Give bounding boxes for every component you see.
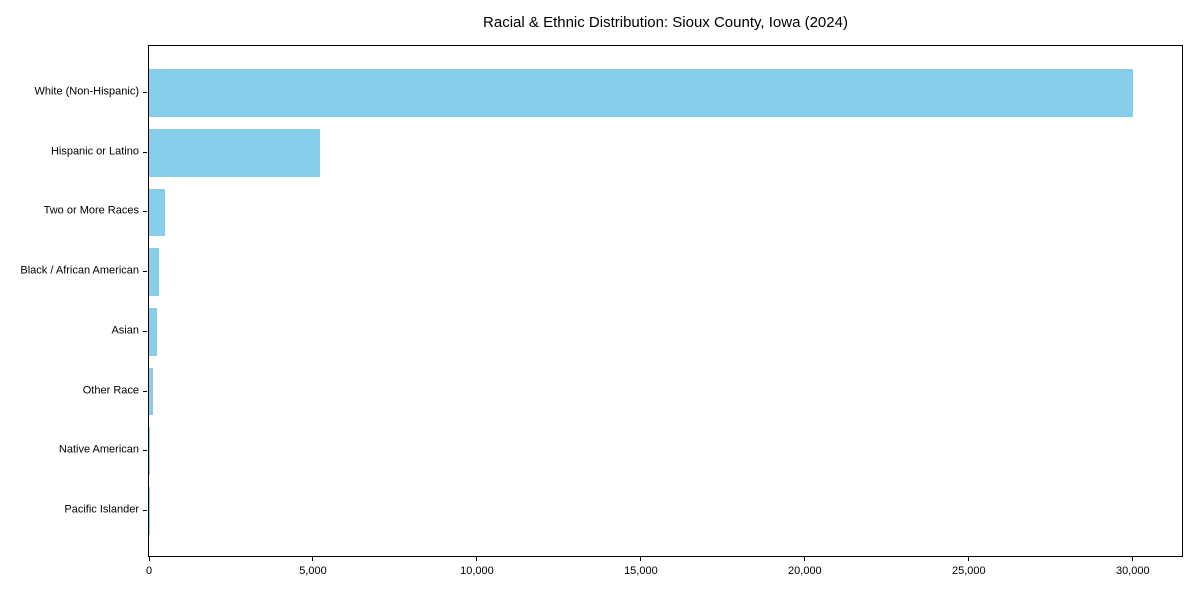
y-tick-mark	[143, 151, 147, 153]
y-tick-label: Native American	[58, 443, 139, 456]
x-tick-mark	[640, 557, 642, 561]
x-tick-mark	[1132, 557, 1134, 561]
x-tick-label: 15,000	[624, 565, 658, 577]
bar	[149, 367, 153, 416]
y-tick-mark	[143, 390, 147, 392]
y-tick-label: Other Race	[82, 384, 139, 396]
y-tick-label: Asian	[111, 324, 139, 337]
bar	[149, 69, 1133, 117]
bar	[149, 427, 151, 476]
x-tick-label: 5,000	[299, 565, 327, 577]
bar	[149, 307, 157, 356]
x-tick-label: 25,000	[952, 565, 986, 577]
y-tick-label: Two or More Races	[43, 204, 139, 217]
x-tick-mark	[804, 557, 806, 561]
bar	[149, 188, 166, 237]
x-tick-mark	[148, 557, 150, 561]
y-tick-label: White (Non-Hispanic)	[34, 85, 139, 98]
y-tick-label: Pacific Islander	[64, 503, 139, 516]
chart-title: Racial & Ethnic Distribution: Sioux Coun…	[483, 14, 848, 31]
x-tick-mark	[476, 557, 478, 561]
y-tick-mark	[143, 211, 147, 213]
x-tick-label: 30,000	[1115, 565, 1150, 577]
y-tick-mark	[143, 92, 147, 94]
y-tick-mark	[143, 450, 147, 452]
bar	[149, 128, 320, 177]
plot-area	[148, 45, 1183, 557]
x-tick-mark	[312, 557, 314, 561]
y-tick-mark	[143, 330, 147, 332]
y-tick-mark	[143, 271, 147, 273]
x-tick-label: 0	[145, 565, 153, 577]
y-tick-mark	[143, 509, 147, 511]
y-tick-label: Black / African American	[20, 264, 139, 277]
x-tick-label: 10,000	[460, 565, 494, 577]
x-tick-label: 20,000	[788, 565, 822, 577]
y-tick-label: Hispanic or Latino	[50, 145, 139, 158]
x-tick-mark	[968, 557, 970, 561]
bar	[149, 248, 159, 297]
